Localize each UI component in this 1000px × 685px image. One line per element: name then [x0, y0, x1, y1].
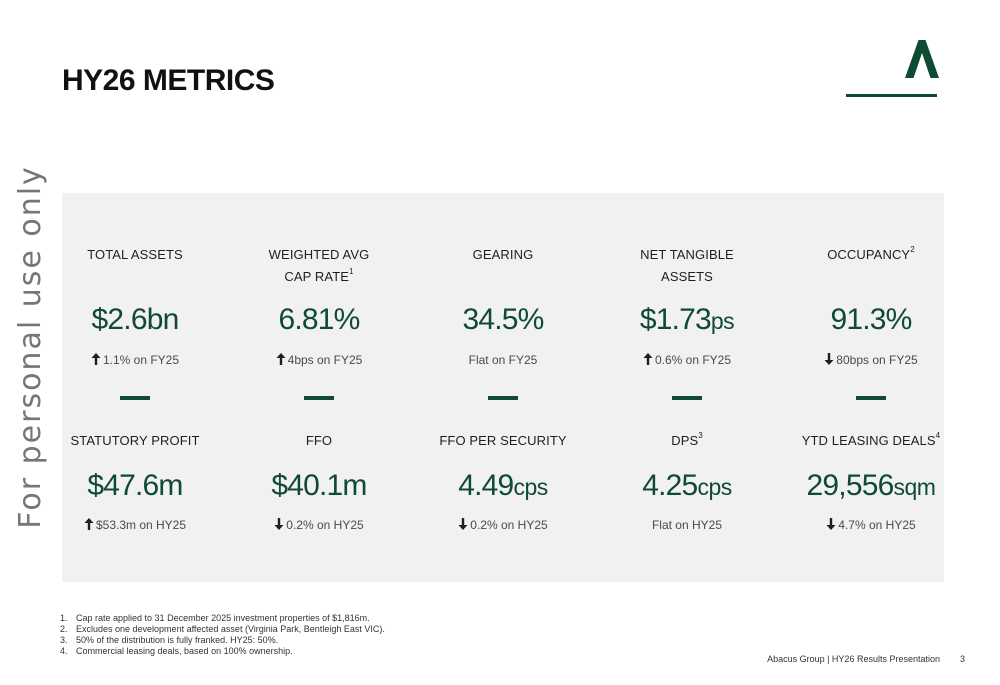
metric-change: Flat on FY25: [468, 353, 538, 367]
metric-value: $2.6bn: [91, 303, 180, 336]
metric-change: 4.7% on HY25: [773, 517, 969, 533]
arrow-down-icon: [274, 518, 286, 532]
metric-change: $53.3m on HY25: [37, 517, 233, 533]
separator-dash: [304, 396, 334, 400]
metric-value: 34.5%: [462, 303, 544, 336]
footnote: 2. Excludes one development affected asse…: [60, 624, 385, 634]
metric-value: 91.3%: [830, 303, 912, 336]
page-number: 3: [960, 654, 966, 664]
footnote: 4. Commercial leasing deals, based on 100…: [60, 646, 293, 656]
metric-value: $1.73ps: [639, 303, 735, 336]
metric-label: FFO: [305, 433, 333, 448]
metric-label: OCCUPANCY2: [827, 245, 915, 262]
arrow-down-icon: [824, 353, 836, 367]
footnote-ref: 3: [698, 431, 703, 440]
metrics-panel: [62, 193, 944, 582]
metric-label: NET TANGIBLE ASSETS: [640, 247, 734, 284]
abacus-logo-icon: [905, 40, 939, 78]
separator-dash: [856, 396, 886, 400]
footnote-ref: 4: [935, 431, 941, 440]
metric-unit: cps: [697, 474, 732, 500]
footnote-ref: 2: [910, 245, 915, 254]
metric-label: FFO PER SECURITY: [439, 433, 567, 448]
arrow-up-icon: [84, 518, 96, 532]
footnote-text: 50% of the distribution is fully franked…: [76, 635, 279, 645]
metric-value: 29,556sqm: [806, 469, 936, 502]
arrow-up-icon: [276, 353, 288, 367]
footnote: 3. 50% of the distribution is fully frank…: [60, 635, 279, 645]
footnote-text: Cap rate applied to 31 December 2025 inv…: [76, 613, 370, 623]
separator-dash: [120, 396, 150, 400]
footnotes: 1. Cap rate applied to 31 December 2025 i…: [60, 613, 385, 657]
metric-change: 0.6% on FY25: [589, 352, 785, 368]
metric-unit: ps: [710, 308, 735, 334]
page-title: HY26 METRICS: [62, 64, 275, 97]
metric-change: Flat on HY25: [651, 518, 723, 532]
logo-underline: [846, 94, 937, 97]
metric-change: 0.2% on HY25: [405, 517, 601, 533]
metric-change: 4bps on FY25: [221, 352, 417, 368]
metric-value: $40.1m: [271, 469, 367, 502]
arrow-up-icon: [643, 353, 655, 367]
footnote-text: Commercial leasing deals, based on 100% …: [76, 646, 293, 656]
footnote-text: Excludes one development affected asset …: [76, 624, 385, 634]
metric-value: 4.49cps: [458, 469, 548, 502]
footnote-ref: 1: [349, 267, 354, 276]
metric-unit: cps: [513, 474, 548, 500]
metric-label: TOTAL ASSETS: [87, 247, 183, 262]
metric-label: WEIGHTED AVG CAP RATE1: [268, 247, 370, 284]
metric-label: GEARING: [472, 247, 534, 262]
arrow-up-icon: [91, 353, 103, 367]
metric-change: 80bps on FY25: [773, 352, 969, 368]
metric-label: YTD LEASING DEALS4: [801, 431, 941, 448]
separator-dash: [488, 396, 518, 400]
metric-change: 0.2% on HY25: [221, 517, 417, 533]
footer-text: Abacus Group | HY26 Results Presentation: [767, 654, 940, 664]
metric-change: 1.1% on FY25: [37, 352, 233, 368]
arrow-down-icon: [826, 518, 838, 532]
arrow-down-icon: [458, 518, 470, 532]
metric-value: 6.81%: [278, 303, 360, 336]
separator-dash: [672, 396, 702, 400]
metric-label: STATUTORY PROFIT: [70, 433, 200, 448]
metric-label: DPS3: [671, 431, 703, 448]
metric-value: $47.6m: [87, 469, 183, 502]
metric-value: 4.25cps: [642, 469, 732, 502]
footnote: 1. Cap rate applied to 31 December 2025 i…: [60, 613, 370, 623]
metric-unit: sqm: [893, 474, 936, 500]
